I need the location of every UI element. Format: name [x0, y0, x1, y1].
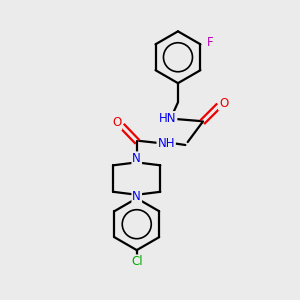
Text: F: F	[206, 36, 213, 49]
Text: O: O	[112, 116, 122, 129]
Text: HN: HN	[159, 112, 176, 125]
Text: N: N	[132, 190, 141, 203]
Text: O: O	[219, 97, 228, 110]
Text: NH: NH	[158, 137, 175, 150]
Text: Cl: Cl	[131, 255, 142, 268]
Text: N: N	[132, 152, 141, 165]
